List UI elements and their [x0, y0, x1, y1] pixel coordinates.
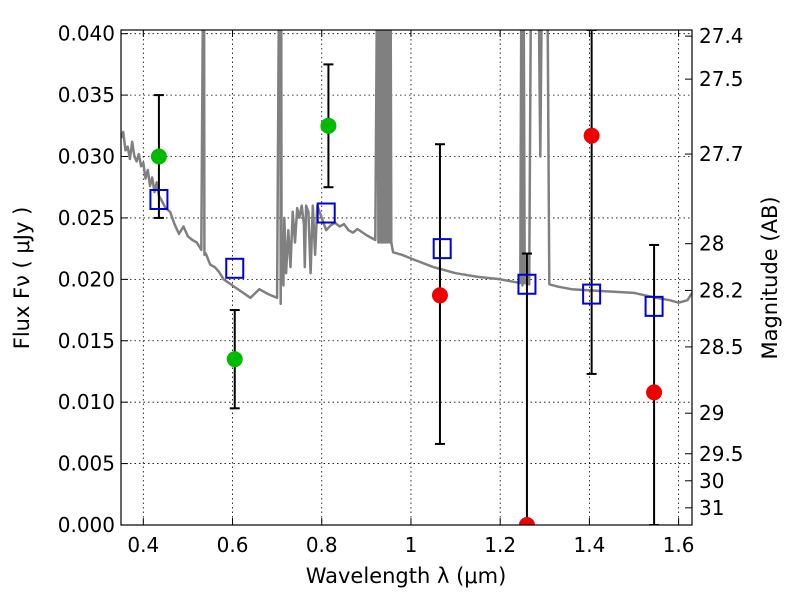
y-tick-label: 0.040 — [58, 22, 115, 46]
y-tick-label: 0.020 — [58, 267, 115, 291]
y-tick-label: 0.035 — [58, 83, 115, 107]
x-tick-label: 1.6 — [663, 533, 695, 557]
x-tick-label: 0.4 — [127, 533, 159, 557]
mag-tick-label: 27.4 — [699, 24, 744, 48]
y-tick-label: 0.010 — [58, 390, 115, 414]
mag-tick-label: 27.7 — [699, 142, 744, 166]
non-detection-point — [583, 127, 600, 144]
y-axis-label: Flux Fν ( μJy ) — [10, 207, 34, 350]
x-tick-label: 0.6 — [217, 533, 249, 557]
y-tick-label: 0.015 — [58, 329, 115, 353]
detection-point — [320, 117, 337, 134]
axis-ticks: 0.4 0.6 0.8 1 1.2 1.4 1.6 0.000 0.005 0.010 0.015 0… — [58, 22, 744, 557]
mag-tick-label: 28.2 — [699, 278, 744, 302]
plot-area — [121, 30, 692, 525]
y2-axis-label: Magnitude (AB) — [758, 196, 782, 359]
y-tick-label: 0.000 — [58, 513, 115, 537]
synthetic-photometry-square — [225, 257, 245, 279]
mag-tick-label: 28 — [699, 232, 724, 256]
mag-tick-label: 29.5 — [699, 442, 744, 466]
non-detection-point — [518, 517, 535, 525]
synthetic-photometry-square — [316, 202, 336, 224]
x-tick-label: 1.4 — [573, 533, 605, 557]
mag-tick-label: 30 — [699, 469, 724, 493]
synthetic-photometry-square — [517, 273, 537, 295]
y-tick-label: 0.025 — [58, 206, 115, 230]
y-tick-label: 0.030 — [58, 145, 115, 169]
non-detection-point — [646, 384, 663, 401]
synthetic-photometry-square — [644, 295, 664, 317]
x-tick-label: 0.8 — [306, 533, 338, 557]
plot-frame — [120, 29, 693, 526]
synthetic-photometry-square — [582, 283, 602, 305]
x-tick-label: 1.2 — [484, 533, 516, 557]
y-tick-label: 0.005 — [58, 452, 115, 476]
series-layer — [121, 30, 692, 525]
detection-point — [226, 351, 243, 368]
mag-tick-label: 27.5 — [699, 67, 744, 91]
mag-tick-label: 29 — [699, 401, 724, 425]
synthetic-photometry-square — [432, 238, 452, 260]
model-spectrum-line — [121, 30, 692, 306]
x-tick-label: 1 — [405, 533, 418, 557]
non-detection-point — [431, 287, 448, 304]
mag-tick-label: 28.5 — [699, 335, 744, 359]
x-axis-label: Wavelength λ (μm) — [306, 564, 507, 588]
synthetic-photometry-square — [149, 189, 169, 211]
detection-point — [150, 148, 167, 165]
mag-tick-label: 31 — [699, 496, 724, 520]
